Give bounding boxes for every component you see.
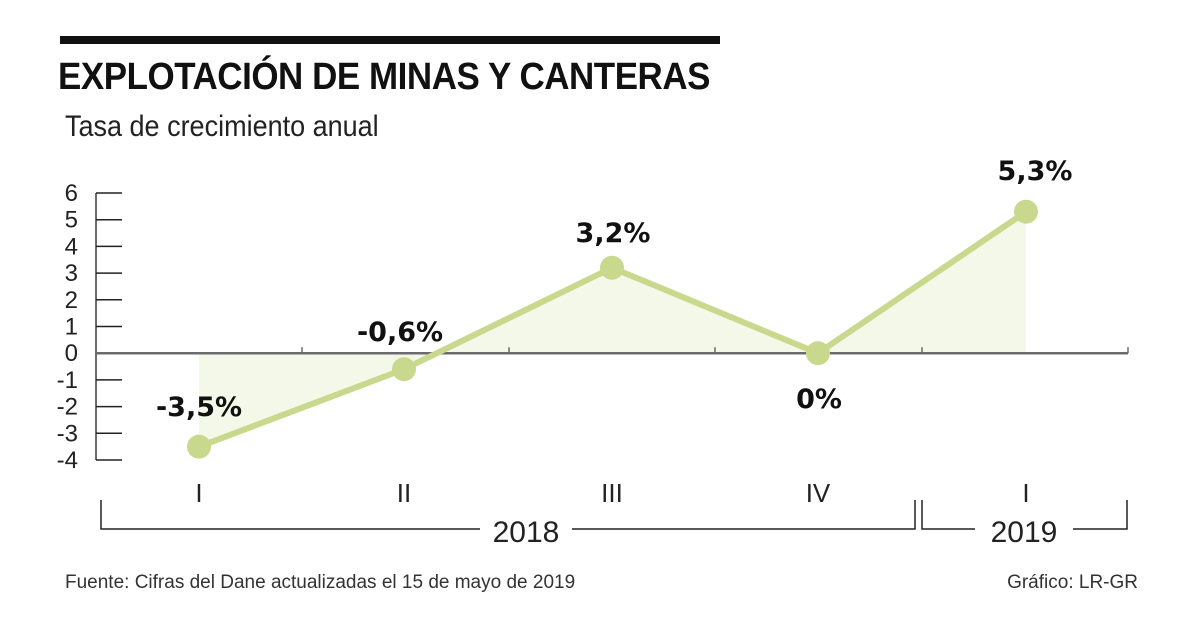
y-tick-label: -4: [57, 447, 78, 474]
data-label: -3,5%: [156, 392, 242, 423]
y-tick-label: 4: [65, 233, 78, 260]
y-tick-label: 6: [65, 180, 78, 207]
title-rule: [60, 36, 720, 44]
x-tick-label: II: [397, 478, 411, 508]
x-tick-label: I: [1022, 478, 1029, 508]
chart-subtitle: Tasa de crecimiento anual: [65, 110, 379, 143]
y-tick-label: 0: [65, 340, 78, 367]
year-bracket-2019-right: [1073, 500, 1128, 530]
data-label: 3,2%: [576, 218, 651, 249]
chart-title: EXPLOTACIÓN DE MINAS Y CANTERAS: [58, 56, 711, 98]
data-point: [806, 341, 830, 366]
y-tick-label: -2: [57, 394, 78, 421]
year-bracket-2018-left: [100, 500, 480, 530]
data-label: 5,3%: [998, 156, 1073, 187]
data-point: [600, 255, 624, 280]
data-label: -0,6%: [357, 317, 443, 348]
x-tick-label: IV: [806, 478, 831, 508]
data-point: [1014, 199, 1038, 224]
y-tick-label: -1: [57, 367, 78, 394]
year-label-2018: 2018: [493, 516, 560, 549]
x-tick-label: I: [195, 478, 202, 508]
y-tick-label: 1: [65, 314, 78, 341]
y-tick-label: 2: [65, 287, 78, 314]
year-bracket-2019-left: [921, 500, 975, 530]
data-point: [187, 434, 211, 459]
y-tick-label: -3: [57, 420, 78, 447]
year-bracket-2018-right: [572, 500, 916, 530]
x-tick-label: III: [601, 478, 623, 508]
y-tick-label: 5: [65, 207, 78, 234]
area-fill: [199, 211, 1026, 447]
y-tick-label: 3: [65, 260, 78, 287]
data-label: 0%: [796, 384, 842, 415]
graphic-credit: Gráfico: LR-GR: [1007, 572, 1138, 593]
year-label-2019: 2019: [991, 516, 1058, 549]
data-point: [392, 357, 416, 382]
source-note: Fuente: Cifras del Dane actualizadas el …: [65, 572, 576, 593]
